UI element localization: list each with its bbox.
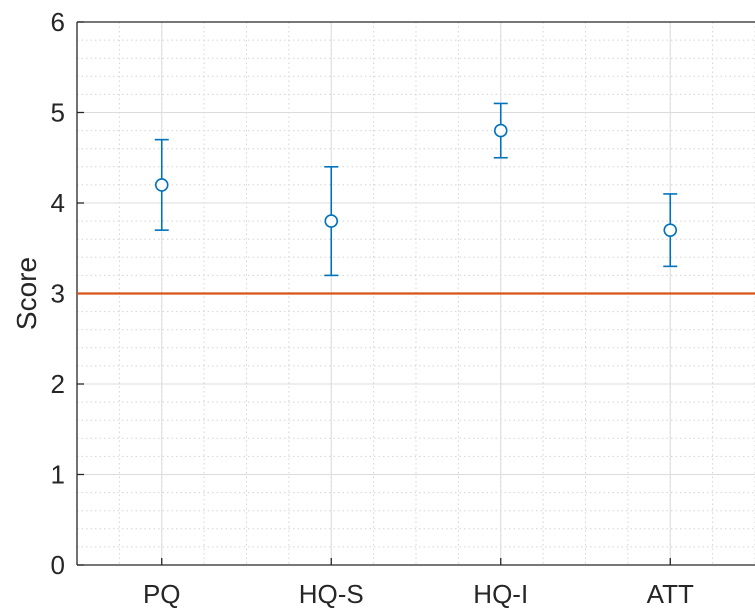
y-tick-label: 6 <box>51 7 65 37</box>
x-tick-label: HQ-I <box>473 579 528 608</box>
data-point-marker <box>324 214 339 228</box>
error-bars <box>154 102 678 277</box>
y-tick-label: 3 <box>51 279 65 309</box>
error-bar-point <box>663 193 678 268</box>
x-tick-label: ATT <box>647 579 694 608</box>
y-tick-label: 0 <box>51 550 65 580</box>
data-point-marker <box>493 123 508 138</box>
y-axis-label: Score <box>11 257 42 330</box>
x-tick-labels: PQ HQ-S HQ-I ATT <box>143 579 694 608</box>
y-tick-label: 4 <box>51 188 65 218</box>
x-tick-label: HQ-S <box>299 579 364 608</box>
y-tick-labels: 0 1 2 3 4 5 6 <box>51 7 65 580</box>
data-point-marker <box>663 223 678 237</box>
y-tick-label: 2 <box>51 369 65 399</box>
y-tick-label: 5 <box>51 98 65 128</box>
error-bar-point <box>324 166 339 277</box>
x-tick-label: PQ <box>143 579 181 608</box>
y-tick-label: 1 <box>51 460 65 490</box>
error-bar-point <box>493 102 508 159</box>
data-point-marker <box>154 178 169 192</box>
error-bar-point <box>154 138 169 231</box>
